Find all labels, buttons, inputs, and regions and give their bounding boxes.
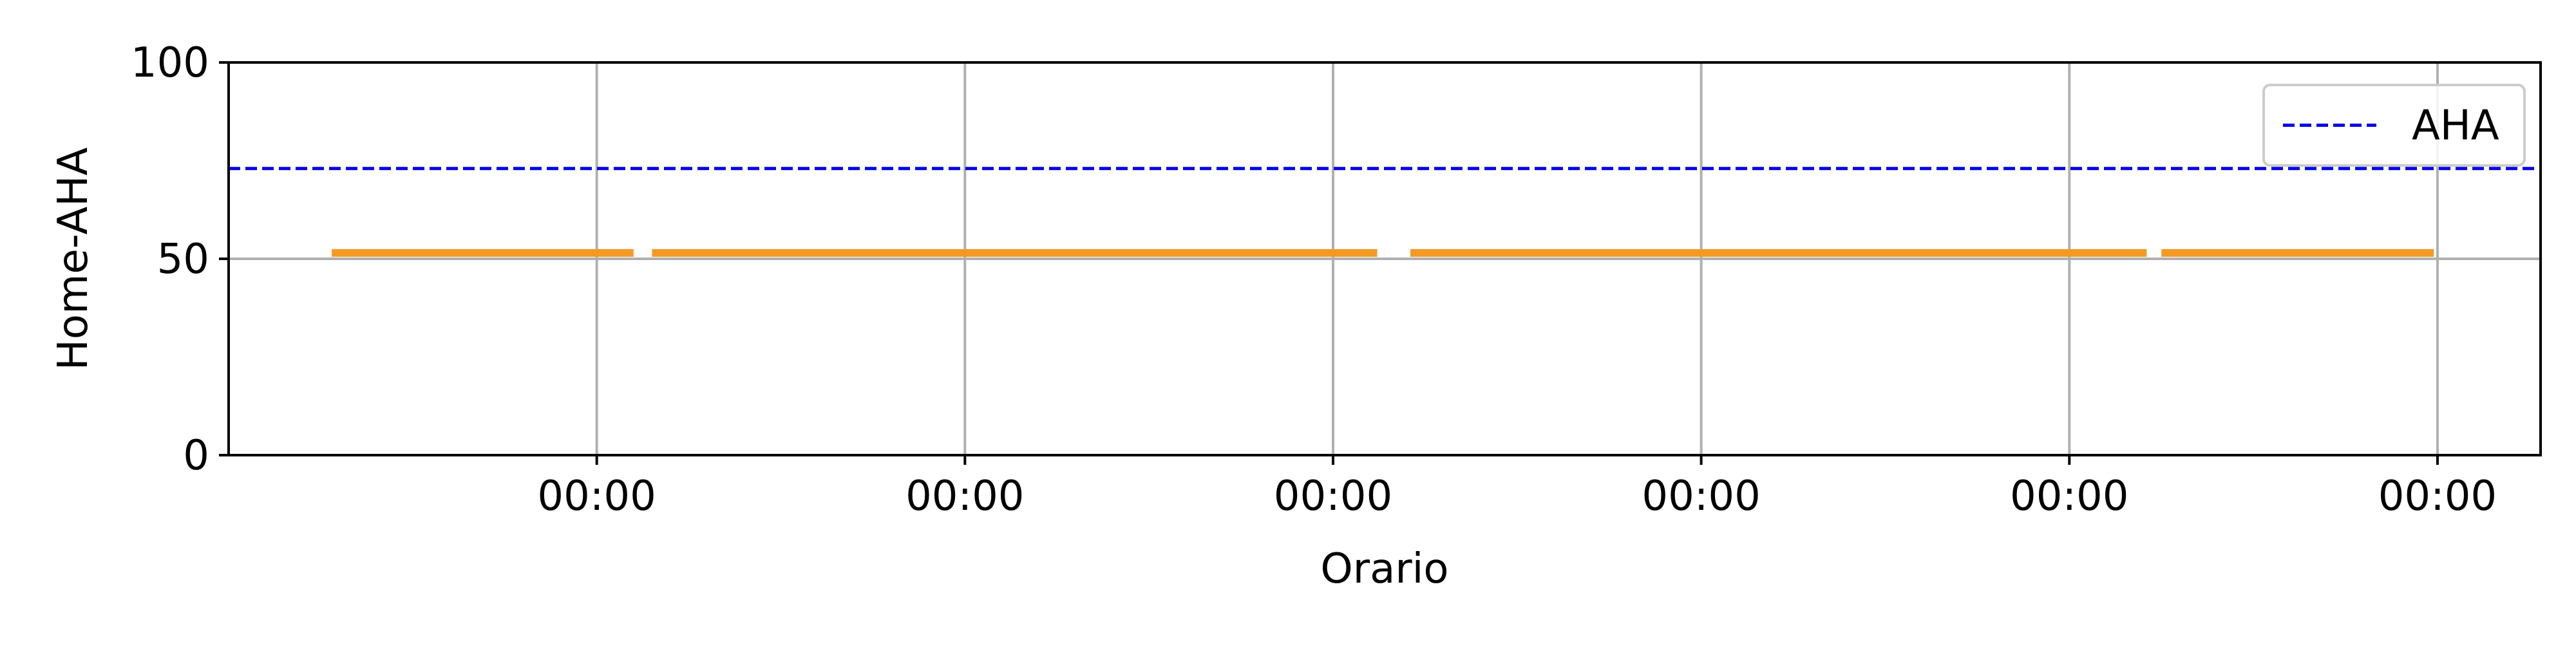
x-tick-label: 00:00: [537, 473, 656, 520]
legend-box: [2262, 84, 2526, 167]
x-tick-label: 00:00: [1642, 473, 1760, 520]
series-layer: [229, 167, 2541, 257]
y-tick-label: 100: [131, 39, 209, 87]
x-axis-label: Orario: [1320, 545, 1448, 593]
x-tick-label: 00:00: [2010, 473, 2128, 520]
y-tick-label: 0: [183, 432, 209, 480]
x-tick-label: 00:00: [1274, 473, 1392, 520]
y-tick-label: 50: [157, 236, 209, 283]
axes: 00:00 00:00 00:00 00:00 00:00 00:00 0 50 100: [131, 39, 2497, 520]
x-tick-label: 00:00: [905, 473, 1024, 520]
y-axis-label: Home-AHA: [50, 147, 97, 371]
legend-label-aha: AHA: [2412, 102, 2499, 150]
x-tick-label: 00:00: [2378, 473, 2497, 520]
legend: AHA: [2262, 84, 2526, 167]
